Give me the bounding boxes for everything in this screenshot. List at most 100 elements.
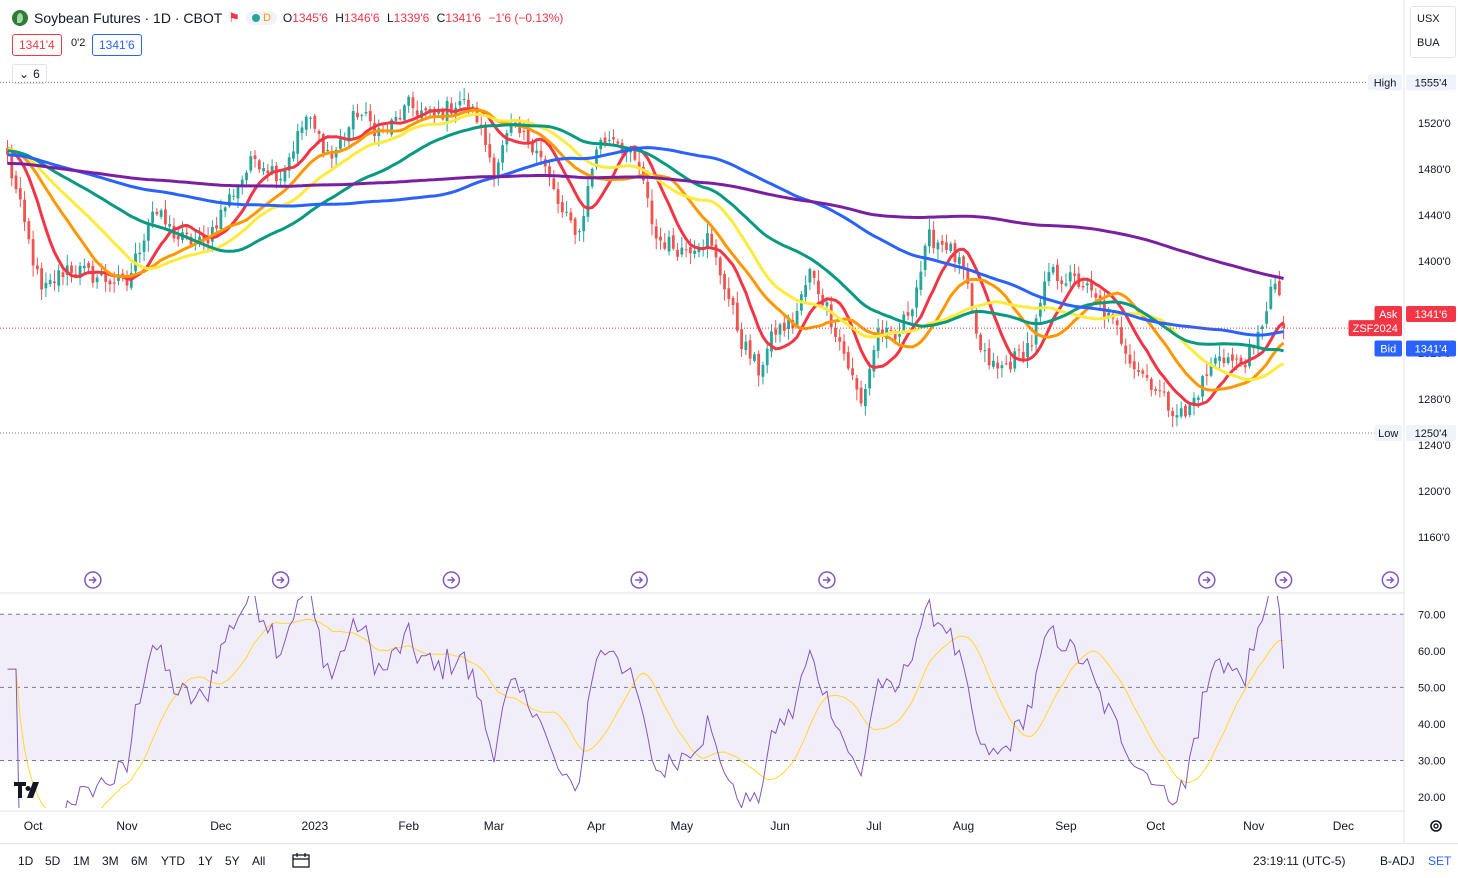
candle-body <box>108 280 112 285</box>
symbol-title[interactable]: Soybean Futures · 1D · CBOT <box>34 10 223 26</box>
clock-timezone[interactable]: 23:19:11 (UTC-5) <box>1253 854 1346 868</box>
price-tick-label: 1200'0 <box>1418 486 1451 498</box>
candle-body <box>249 156 253 171</box>
candle-body <box>919 271 923 290</box>
moving-averages-layer <box>6 107 1285 407</box>
timeframe-1d-button[interactable]: 1D <box>18 854 34 868</box>
candle-body <box>876 328 880 351</box>
rsi-tick-label: 30.00 <box>1418 755 1446 767</box>
candle-body <box>1064 283 1068 286</box>
timeframe-1y-button[interactable]: 1Y <box>198 854 213 868</box>
candle-body <box>552 178 556 190</box>
rsi-tick-label: 50.00 <box>1418 682 1446 694</box>
candle-body <box>467 99 470 113</box>
candle-body <box>1231 354 1234 361</box>
candle-body <box>390 119 394 135</box>
arrow-right-icon <box>1386 576 1395 584</box>
candle-body <box>57 270 61 286</box>
candle-body <box>654 226 658 239</box>
candle-body <box>1081 285 1085 288</box>
time-tick-label: Jul <box>866 819 881 833</box>
rsi-axis[interactable]: 70.00 60.00 50.00 40.00 30.00 20.00 <box>1418 609 1446 804</box>
unit-button[interactable]: BUA <box>1417 37 1440 49</box>
chart-canvas[interactable]: 1520'01480'01440'01400'01320'01280'01240… <box>0 0 1458 843</box>
candle-body <box>518 122 522 134</box>
candle-body <box>688 247 692 254</box>
tradingview-logo-icon[interactable] <box>14 782 46 800</box>
price-pane[interactable] <box>6 87 1286 428</box>
ask-tag-value-bg <box>1406 306 1456 323</box>
candle-body <box>1051 266 1055 273</box>
indicators-toggle-button[interactable]: ⌄ 6 <box>12 64 47 84</box>
candle-body <box>859 387 863 404</box>
candle-body <box>394 116 398 121</box>
candle-body <box>817 280 820 295</box>
timeframe-all-button[interactable]: All <box>252 854 266 868</box>
price-tick-label: 1520'0 <box>1418 118 1451 130</box>
candle-body <box>1060 280 1064 284</box>
adjustment-toggle[interactable]: B-ADJ <box>1380 854 1415 868</box>
candle-body <box>313 115 317 129</box>
candle-body <box>283 169 287 182</box>
ma-line-20 <box>7 108 1285 392</box>
candle-body <box>1026 343 1029 358</box>
candle-body <box>228 194 231 207</box>
candle-body <box>1179 408 1183 417</box>
low-tag-value: 1250'4 <box>1415 428 1448 440</box>
timeframe-5d-button[interactable]: 5D <box>45 854 61 868</box>
market-status-badge[interactable]: D <box>245 11 277 25</box>
candle-body <box>23 199 26 223</box>
ma-line-100 <box>7 146 1284 337</box>
buy-button[interactable]: 1341'6 <box>92 34 142 56</box>
candle-body <box>159 210 163 217</box>
timeframe-5y-button[interactable]: 5Y <box>225 854 240 868</box>
time-axis[interactable]: Oct Nov Dec 2023 Feb Mar Apr May Jun Jul Aug Sep Oct… <box>24 819 1354 833</box>
symbol-tag-label: ZSF2024 <box>1353 323 1398 335</box>
candle-body <box>449 103 453 114</box>
timeframe-6m-button[interactable]: 6M <box>131 854 148 868</box>
candle-body <box>1277 281 1281 296</box>
timeframe-1m-button[interactable]: 1M <box>73 854 90 868</box>
timeframe-ytd-button[interactable]: YTD <box>161 854 185 868</box>
candle-body <box>31 239 35 266</box>
flag-icon[interactable]: ⚑ <box>228 10 240 25</box>
candle-body <box>40 268 44 290</box>
calendar-range-icon[interactable] <box>292 852 310 868</box>
candle-body <box>78 265 82 278</box>
candle-body <box>782 322 786 331</box>
candle-body <box>565 211 569 213</box>
candle-body <box>1226 357 1230 364</box>
candle-body <box>539 150 543 158</box>
price-tick-label: 1280'0 <box>1418 394 1451 406</box>
candle-body <box>684 249 688 251</box>
gear-icon[interactable] <box>1428 818 1444 834</box>
currency-unit-selector[interactable]: USX BUA <box>1410 6 1456 58</box>
rsi-pane[interactable] <box>0 583 1404 843</box>
event-markers-layer[interactable] <box>84 571 1400 589</box>
candle-body <box>757 353 761 376</box>
candle-body <box>940 240 944 245</box>
candle-body <box>659 236 662 241</box>
delayed-badge: D <box>262 12 271 24</box>
candle-body <box>667 236 671 252</box>
candle-body <box>279 178 283 181</box>
price-axis[interactable]: 1520'01480'01440'01400'01320'01280'01240… <box>1418 118 1451 544</box>
timeframe-3m-button[interactable]: 3M <box>102 854 119 868</box>
candle-body <box>104 272 108 282</box>
candle-body <box>317 131 321 134</box>
candle-body <box>1192 397 1196 407</box>
candle-body <box>1209 364 1213 376</box>
currency-button[interactable]: USX <box>1417 13 1440 25</box>
candle-body <box>650 200 654 225</box>
candle-body <box>1273 283 1277 290</box>
candle-body <box>834 327 837 337</box>
candle-body <box>1145 375 1149 378</box>
settlement-toggle[interactable]: SET <box>1428 854 1452 868</box>
candle-body <box>462 98 466 100</box>
candle-body <box>321 134 325 154</box>
sell-button[interactable]: 1341'4 <box>12 34 62 56</box>
candle-body <box>863 388 867 407</box>
candle-body <box>992 360 995 367</box>
candle-body <box>1184 405 1187 417</box>
candle-body <box>1000 365 1004 369</box>
